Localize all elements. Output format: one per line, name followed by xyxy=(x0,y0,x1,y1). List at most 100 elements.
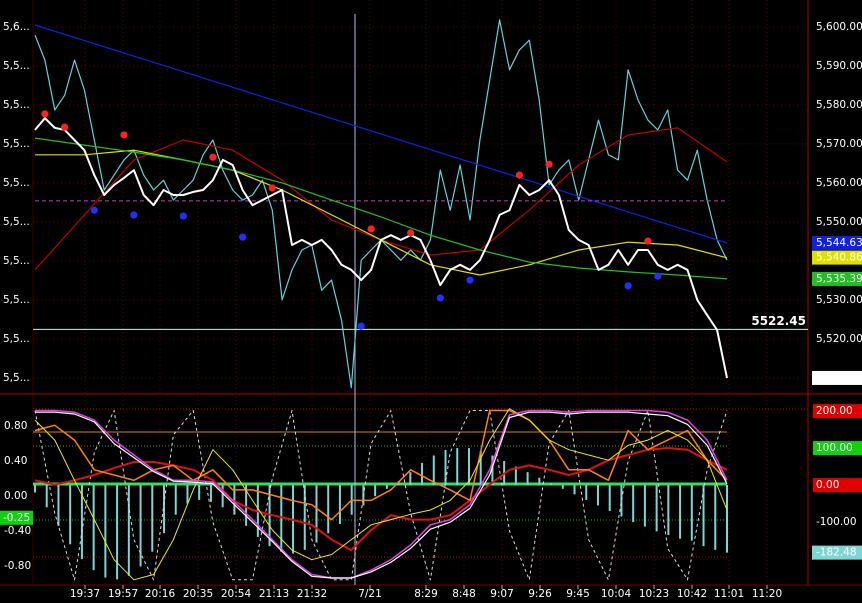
histogram-bar xyxy=(585,485,588,500)
y-tick-label: 5,5... xyxy=(3,333,30,345)
histogram-bar xyxy=(34,485,36,493)
y-tick-label: 5,5... xyxy=(3,216,30,228)
signal-dot xyxy=(466,276,474,284)
histogram-bar xyxy=(538,477,541,486)
histogram-bar xyxy=(198,485,201,500)
histogram-bar xyxy=(479,451,482,486)
histogram-bar xyxy=(491,455,494,486)
y-tick-label: 0.80 xyxy=(4,420,27,432)
histogram-bar xyxy=(139,485,142,567)
histogram-bar xyxy=(655,485,658,532)
y-tick-label: 5,5... xyxy=(3,138,30,150)
histogram-bar xyxy=(163,485,166,534)
histogram-bar xyxy=(186,485,189,504)
signal-dot xyxy=(515,171,524,179)
histogram-bar xyxy=(221,485,224,508)
end-label: 5,544.63 xyxy=(816,237,862,249)
histogram-bar xyxy=(151,485,154,552)
y-tick-label: -100.00 xyxy=(816,516,857,528)
histogram-bar xyxy=(467,448,470,486)
histogram-bar xyxy=(104,485,107,578)
histogram-bar xyxy=(514,466,517,486)
y-tick-label: 5,600.00 xyxy=(816,21,862,33)
histogram-bar xyxy=(643,485,646,527)
x-tick-label: 21:32 xyxy=(297,588,327,600)
y-tick-label: -0.80 xyxy=(4,560,31,572)
histogram-bar xyxy=(397,481,400,486)
histogram-bar xyxy=(526,472,529,486)
series-line xyxy=(34,137,728,280)
histogram-bar xyxy=(374,485,377,497)
histogram-bar xyxy=(268,485,271,547)
histogram-bar xyxy=(92,485,95,571)
histogram-bar xyxy=(608,485,611,511)
histogram-bar xyxy=(233,485,236,515)
histogram-bar xyxy=(209,485,212,502)
y-tick-label: 5,5... xyxy=(3,294,30,306)
series-line xyxy=(34,409,728,521)
y-tick-label: -0.40 xyxy=(4,525,31,537)
histogram-bar xyxy=(421,462,424,486)
y-tick-label: 5,520.00 xyxy=(816,333,862,345)
reference-label: 5522.45 xyxy=(751,314,806,328)
signal-dot xyxy=(120,131,128,139)
signal-dot xyxy=(407,229,415,237)
x-tick-label: 8:29 xyxy=(414,588,438,600)
histogram-bar xyxy=(69,485,72,545)
signal-dot xyxy=(41,110,49,118)
x-tick-label: 9:26 xyxy=(528,588,552,600)
x-tick-label: 21:13 xyxy=(259,588,289,600)
y-tick-label: 100.00 xyxy=(816,442,853,454)
x-tick-label: 10:23 xyxy=(639,588,669,600)
series-line xyxy=(34,117,728,379)
series-line xyxy=(34,24,728,244)
signal-dot xyxy=(367,225,375,233)
signal-dot xyxy=(209,153,217,161)
histogram-bar xyxy=(561,485,564,489)
y-tick-label: 0.00 xyxy=(4,490,27,502)
tick-label-box xyxy=(813,478,862,493)
series-line xyxy=(35,411,728,579)
end-label-box xyxy=(812,545,862,560)
y-tick-label: 5,5... xyxy=(3,99,30,111)
histogram-bar xyxy=(667,485,670,536)
histogram-bar xyxy=(45,485,48,508)
y-tick-label: 5,550.00 xyxy=(816,216,862,228)
x-tick-label: 11:01 xyxy=(714,588,744,600)
x-tick-label: 20:54 xyxy=(221,588,252,600)
y-tick-label: 0.00 xyxy=(816,479,839,491)
y-tick-label: 5,5... xyxy=(3,177,30,189)
histogram-bar xyxy=(80,485,83,560)
histogram-bar xyxy=(409,472,412,486)
histogram-bar xyxy=(690,485,693,541)
signal-dot xyxy=(179,212,187,220)
x-tick-label: 10:04 xyxy=(601,588,632,600)
signal-dot xyxy=(545,160,553,168)
y-tick-label: 5,580.00 xyxy=(816,99,862,111)
y-tick-label: 5,5... xyxy=(3,255,30,267)
x-tick-label: 8:48 xyxy=(452,588,476,600)
histogram-bar xyxy=(57,485,60,526)
y-tick-label: 5,590.00 xyxy=(816,60,862,72)
y-tick-label: 5,570.00 xyxy=(816,138,862,150)
signal-dot xyxy=(90,206,98,214)
histogram-bar xyxy=(432,455,435,486)
end-label-box xyxy=(812,271,862,286)
histogram-bar xyxy=(338,485,341,524)
histogram-bar xyxy=(726,485,728,553)
end-label: 5,535.39 xyxy=(816,273,862,285)
value-marker-label: -0.25 xyxy=(3,512,30,524)
signal-dot xyxy=(436,294,444,302)
y-tick-label: 200.00 xyxy=(816,405,853,417)
end-label-box xyxy=(812,370,862,385)
plot-area: 5,600.00 5,590.00 5,580.00 5,570.00 5,560.00… xyxy=(0,19,862,600)
end-label: 5,510.00 xyxy=(816,372,862,384)
end-label: 5,540.86 xyxy=(816,252,862,264)
x-tick-label: 10:42 xyxy=(677,588,707,600)
histogram-bar xyxy=(280,485,283,552)
x-tick-label: 19:37 xyxy=(70,588,100,600)
x-tick-label: 9:45 xyxy=(566,588,590,600)
series-line xyxy=(34,410,728,581)
histogram-bar xyxy=(620,485,623,517)
